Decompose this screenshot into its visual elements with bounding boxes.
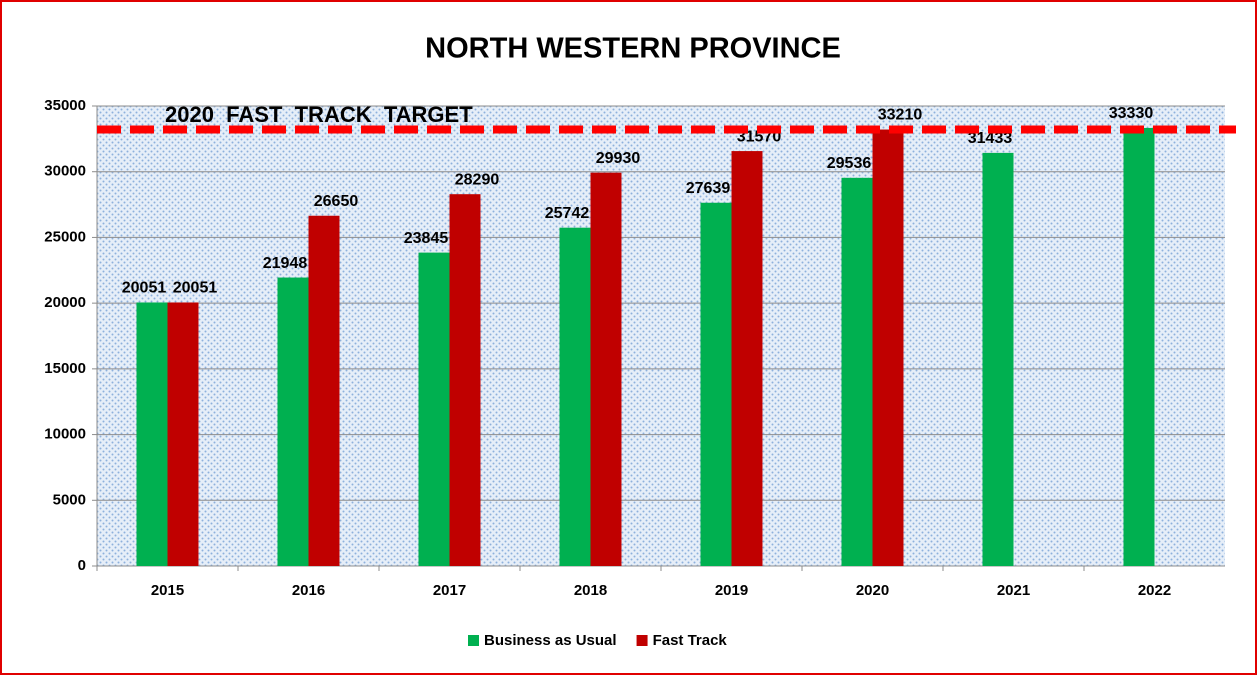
bar [700,202,732,566]
bar [308,215,340,566]
data-label: 20051 [122,280,167,297]
bar [418,252,450,566]
bar [982,152,1014,567]
y-tick-label: 0 [78,557,86,574]
y-tick-label: 10000 [44,426,86,443]
data-label: 20051 [173,280,218,297]
x-tick-label: 2015 [151,582,184,599]
annotation: 2020 FAST TRACK TARGET [165,102,473,127]
bar [449,194,481,566]
bar [136,302,168,566]
legend-swatch [468,635,479,646]
bar [731,151,763,566]
data-label: 29536 [827,155,872,172]
data-label: 29930 [596,150,641,167]
y-tick-label: 15000 [44,360,86,377]
bar [841,177,873,567]
x-tick-label: 2016 [292,582,325,599]
bar [277,277,309,566]
data-label: 26650 [314,193,359,210]
x-tick-label: 2018 [574,582,607,599]
x-tick-label: 2019 [715,582,748,599]
legend-label: Business as Usual [484,632,617,649]
bar [167,302,199,566]
x-tick-label: 2017 [433,582,466,599]
data-label: 28290 [455,171,500,188]
data-label: 25742 [545,205,590,222]
x-tick-label: 2022 [1138,582,1171,599]
bar [559,227,591,566]
bar [1123,127,1155,566]
legend-label: Fast Track [653,632,728,649]
data-label: 31433 [968,130,1013,147]
y-tick-label: 35000 [44,97,86,114]
data-label: 33330 [1109,105,1154,122]
bar [872,129,904,567]
chart-title: NORTH WESTERN PROVINCE [425,33,841,65]
x-tick-label: 2021 [997,582,1030,599]
y-tick-label: 25000 [44,228,86,245]
data-label: 21948 [263,255,308,272]
y-tick-label: 20000 [44,294,86,311]
bar [590,172,622,567]
data-label: 33210 [878,107,923,124]
data-label: 27639 [686,180,731,197]
y-tick-label: 30000 [44,163,86,180]
data-label: 23845 [404,230,449,247]
y-tick-label: 5000 [53,491,86,508]
x-tick-label: 2020 [856,582,889,599]
plot-area [97,106,1225,566]
legend-swatch [636,635,648,646]
